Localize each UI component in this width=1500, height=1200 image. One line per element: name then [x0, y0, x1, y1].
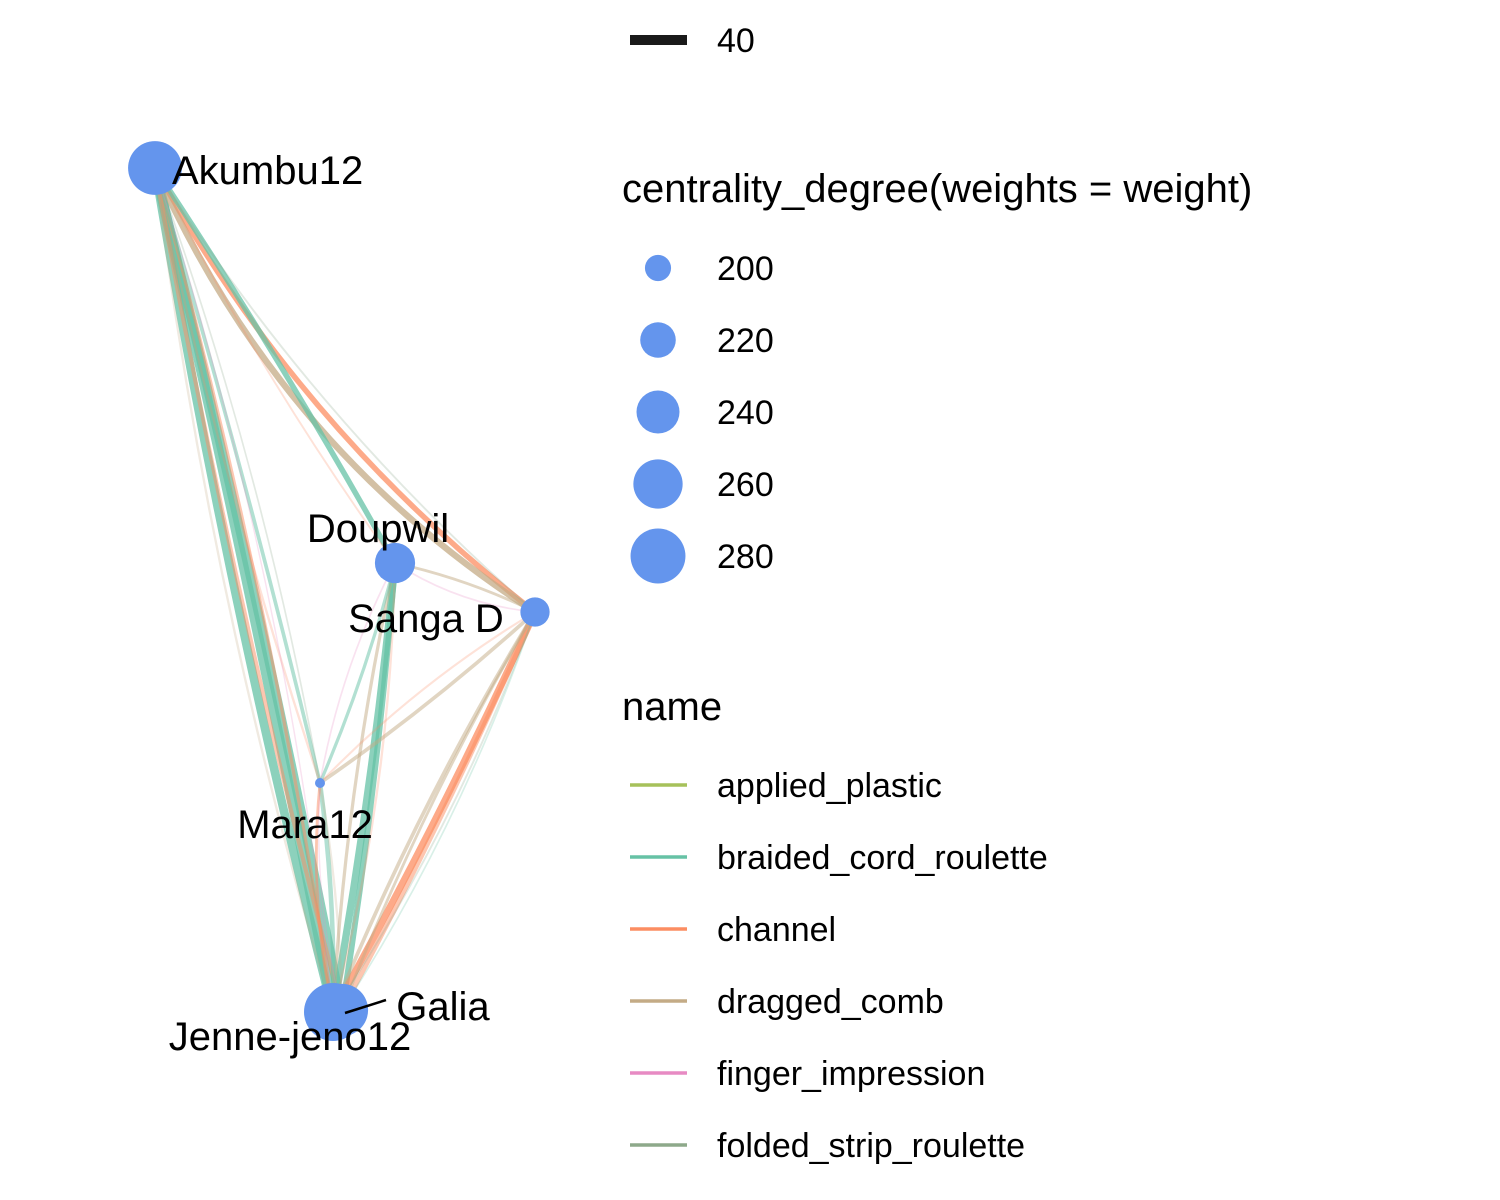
- legend: 40 centrality_degree(weights = weight) 200…: [622, 22, 1252, 1165]
- labels-layer: Akumbu12 Doupwil Sanga D Mara12 Jenne-jeno12…: [169, 149, 504, 1059]
- size-legend-label-240: 240: [717, 394, 774, 432]
- size-legend-label-280: 280: [717, 538, 774, 576]
- node-label-mara12: Mara12: [237, 803, 373, 847]
- color-legend-label-applied_plastic: applied_plastic: [717, 767, 942, 805]
- edge-akumbu12-jenne_jeno12-channel: [153, 166, 335, 1014]
- edge-mara12-galia-finger_impression: [317, 782, 343, 1011]
- node-label-doupwil: Doupwil: [307, 507, 449, 551]
- size-legend-label-260: 260: [717, 466, 774, 504]
- edge-sanga_d-galia-channel: [339, 609, 538, 1013]
- edge-akumbu12-mara12-braided_cord_roulette: [153, 166, 322, 785]
- node-label-sanga_d: Sanga D: [348, 597, 504, 641]
- edge-sanga_d-mara12-dragged_comb: [318, 610, 537, 785]
- size-legend-key-200: [644, 254, 672, 282]
- size-legend-title: centrality_degree(weights = weight): [622, 167, 1252, 211]
- node-galia: [315, 983, 369, 1037]
- galia-leader-line: [344, 998, 387, 1015]
- edge-akumbu12-sanga_d-channel: [152, 165, 538, 615]
- node-doupwil: [374, 542, 416, 584]
- node-label-akumbu12: Akumbu12: [172, 149, 363, 193]
- edges-layer: [150, 163, 539, 1017]
- size-legend-key-240: [636, 390, 680, 434]
- node-label-galia: Galia: [396, 985, 490, 1029]
- edge-doupwil-mara12-braided_cord_roulette: [318, 561, 397, 785]
- size-legend-key-220: [640, 322, 676, 358]
- color-legend-title: name: [622, 685, 722, 729]
- edge-akumbu12-sanga_d-folded_strip_roulette: [154, 167, 536, 613]
- node-mara12: [315, 778, 325, 788]
- edge-sanga_d-galia-dragged_comb: [340, 610, 537, 1012]
- edge-akumbu12-doupwil-channel: [154, 167, 396, 564]
- color-legend-label-dragged_comb: dragged_comb: [717, 983, 944, 1021]
- color-legend-label-finger_impression: finger_impression: [717, 1055, 985, 1093]
- edge-mara12-galia-dragged_comb: [318, 781, 344, 1012]
- nodes-layer: [128, 141, 550, 1041]
- weight-legend-label-40: 40: [717, 22, 755, 60]
- color-legend-label-folded_strip_roulette: folded_strip_roulette: [717, 1127, 1025, 1165]
- edge-doupwil-jenne_jeno12-channel: [331, 561, 397, 1014]
- edge-doupwil-mara12-finger_impression: [319, 562, 396, 784]
- color-legend-label-braided_cord_roulette: braided_cord_roulette: [717, 839, 1048, 877]
- edge-akumbu12-doupwil-braided_cord_roulette: [152, 165, 398, 566]
- edge-akumbu12-mara12-channel: [153, 166, 322, 785]
- edge-sanga_d-mara12-channel: [318, 610, 537, 785]
- edge-doupwil-jenne_jeno12-dragged_comb: [331, 561, 397, 1014]
- size-legend-key-280: [630, 528, 686, 584]
- node-label-jenne_jeno12: Jenne-jeno12: [169, 1015, 411, 1059]
- edge-doupwil-galia-braided_cord_roulette: [339, 560, 398, 1013]
- color-legend-label-channel: channel: [717, 911, 836, 949]
- edge-akumbu12-mara12-folded_strip_roulette: [154, 167, 321, 784]
- edge-sanga_d-galia-braided_cord_roulette: [341, 611, 536, 1011]
- size-legend-label-220: 220: [717, 322, 774, 360]
- size-legend-label-200: 200: [717, 250, 774, 288]
- edge-akumbu12-jenne_jeno12-dragged_comb: [153, 166, 335, 1014]
- size-legend-key-260: [633, 459, 683, 509]
- edge-sanga_d-jenne_jeno12-folded_strip_roulette: [332, 611, 536, 1013]
- edge-akumbu12-galia-channel: [152, 165, 345, 1013]
- node-akumbu12: [128, 141, 182, 195]
- node-sanga_d: [520, 597, 550, 627]
